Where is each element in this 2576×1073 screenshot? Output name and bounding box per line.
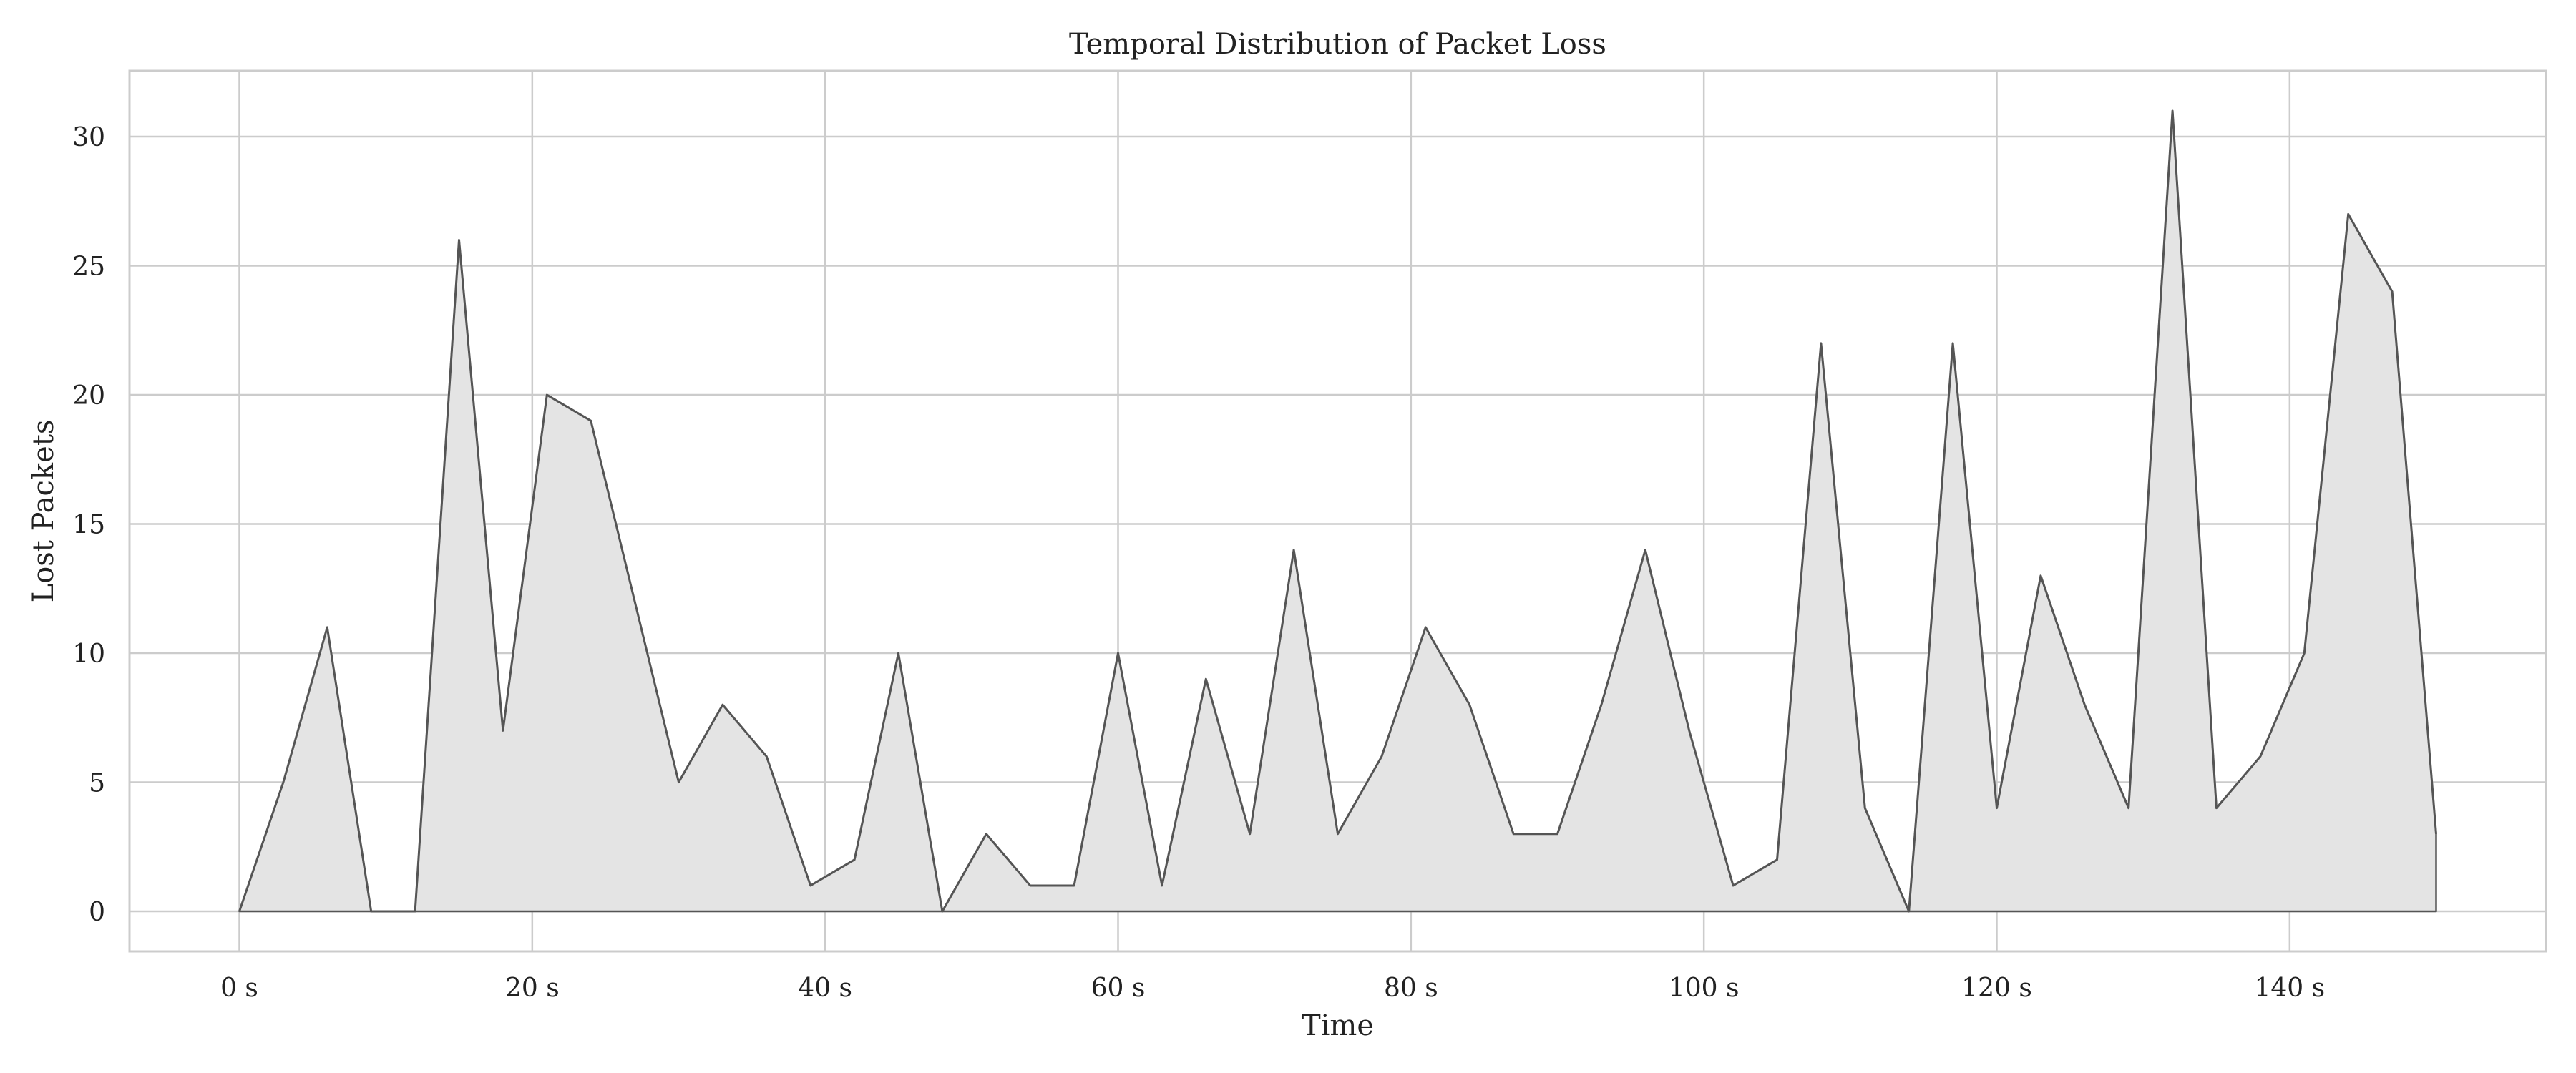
y-tick-label: 5 bbox=[89, 769, 105, 798]
x-axis-title: Time bbox=[1302, 1009, 1374, 1042]
y-tick-label: 30 bbox=[72, 123, 105, 152]
y-tick-label: 15 bbox=[72, 511, 105, 540]
series-line bbox=[238, 109, 2437, 913]
x-tick-label: 60 s bbox=[1091, 974, 1146, 1003]
chart-title: Temporal Distribution of Packet Loss bbox=[1069, 28, 1606, 61]
x-tick-label: 100 s bbox=[1669, 974, 1740, 1003]
y-tick-label: 0 bbox=[89, 898, 105, 927]
y-tick-label: 25 bbox=[72, 253, 105, 282]
y-axis-title: Lost Packets bbox=[27, 420, 60, 603]
plot-frame bbox=[128, 69, 2547, 953]
x-tick-label: 40 s bbox=[798, 974, 852, 1003]
y-tick-label: 10 bbox=[72, 640, 105, 669]
y-tick-labels: 0 5 10 15 20 25 30 bbox=[72, 123, 105, 927]
y-tick-label: 20 bbox=[72, 381, 105, 411]
x-tick-label: 80 s bbox=[1384, 974, 1438, 1003]
x-tick-label: 120 s bbox=[1961, 974, 2032, 1003]
x-tick-label: 20 s bbox=[505, 974, 560, 1003]
x-tick-label: 140 s bbox=[2255, 974, 2326, 1003]
x-tick-labels: 0 s 20 s 40 s 60 s 80 s 100 s 120 s 140 s bbox=[220, 974, 2325, 1003]
x-tick-label: 0 s bbox=[220, 974, 258, 1003]
